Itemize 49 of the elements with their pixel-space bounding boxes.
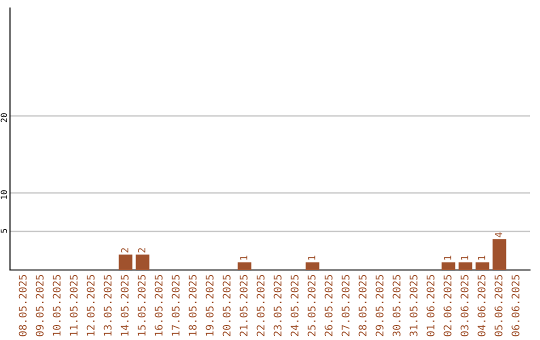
x-tick-label: 15.05.2025 bbox=[138, 275, 146, 336]
x-tick-label: 20.05.2025 bbox=[222, 275, 231, 336]
x-tick-label: 23.05.2025 bbox=[274, 275, 282, 336]
x-tick-label: 26.05.2025 bbox=[324, 275, 333, 336]
data-label: 1 bbox=[444, 256, 452, 260]
bar bbox=[476, 262, 490, 270]
data-label: 2 bbox=[121, 248, 128, 252]
x-tick-label: 09.05.2025 bbox=[36, 275, 44, 336]
x-tick-label: 05.06.2025 bbox=[494, 275, 502, 336]
data-label: 1 bbox=[461, 256, 468, 260]
bar bbox=[458, 262, 472, 270]
x-tick-label: 16.05.2025 bbox=[154, 275, 163, 336]
x-tick-label: 22.05.2025 bbox=[256, 275, 265, 336]
x-tick-label: 31.05.2025 bbox=[410, 275, 418, 336]
x-tick-label: 19.05.2025 bbox=[206, 275, 214, 336]
x-tick-label: 13.05.2025 bbox=[104, 275, 112, 336]
x-tick-label: 27.05.2025 bbox=[342, 275, 350, 336]
bar bbox=[442, 262, 456, 270]
x-tick-label: 28.05.2025 bbox=[358, 275, 367, 336]
data-label: 2 bbox=[138, 248, 146, 252]
x-tick-label: 17.05.2025 bbox=[172, 275, 180, 336]
bar bbox=[306, 262, 320, 270]
x-tick-label: 03.06.2025 bbox=[460, 275, 468, 336]
data-label: 4 bbox=[495, 232, 502, 238]
x-tick-label: 10.05.2025 bbox=[52, 275, 61, 336]
x-tick-label: 21.05.2025 bbox=[240, 275, 248, 336]
bar bbox=[118, 254, 132, 270]
x-tick-label: 18.05.2025 bbox=[188, 275, 197, 336]
x-tick-label: 11.05.2025 bbox=[70, 275, 78, 336]
x-tick-label: 29.05.2025 bbox=[376, 275, 384, 336]
x-tick-label: 12.05.2025 bbox=[86, 275, 95, 336]
data-label: 1 bbox=[308, 256, 316, 260]
data-label: 1 bbox=[240, 256, 248, 260]
bar bbox=[136, 254, 150, 270]
bar bbox=[492, 239, 506, 270]
x-tick-label: 02.06.2025 bbox=[444, 275, 452, 336]
x-tick-label: 14.05.2025 bbox=[120, 275, 129, 336]
x-tick-label: 24.05.2025 bbox=[290, 275, 299, 336]
x-tick-label: 08.05.2025 bbox=[18, 275, 27, 336]
x-tick-label: 30.05.2025 bbox=[392, 275, 400, 336]
y-tick-label: 10 bbox=[0, 190, 7, 199]
x-tick-label: 04.06.2025 bbox=[478, 275, 486, 336]
x-tick-label: 25.05.2025 bbox=[308, 275, 316, 336]
y-tick-label: 5 bbox=[0, 228, 7, 233]
bar bbox=[238, 262, 252, 270]
data-label: 1 bbox=[478, 256, 486, 260]
x-tick-label: 01.06.2025 bbox=[426, 275, 434, 336]
y-tick-label: 20 bbox=[0, 113, 7, 122]
x-tick-label: 06.06.2025 bbox=[512, 275, 520, 336]
